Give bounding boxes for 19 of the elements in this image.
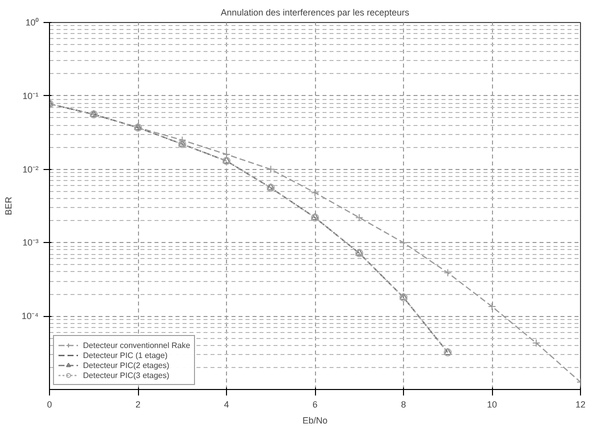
y-tick-label: 10⁻⁴ [22, 311, 39, 322]
x-tick-label: 6 [312, 400, 318, 410]
y-axis-title: BER [4, 196, 14, 216]
chart-title: Annulation des interferences par les recepteurs [220, 8, 410, 18]
x-tick-label: 8 [400, 400, 406, 410]
x-tick-label: 2 [135, 400, 141, 410]
x-axis-title: Eb/No [302, 416, 328, 426]
legend-label: Detecteur PIC(3 etages) [83, 370, 170, 380]
legend-label: Detecteur conventionnel Rake [83, 340, 190, 350]
y-tick-label: 10⁻³ [22, 238, 39, 248]
legend-label: Detecteur PIC(2 etages) [83, 360, 170, 370]
x-tick-label: 10 [486, 400, 498, 410]
x-tick-label: 12 [575, 400, 586, 410]
y-tick-label: 10⁻² [22, 164, 39, 174]
x-tick-label: 0 [46, 400, 52, 410]
legend-label: Detecteur PIC (1 etage) [83, 350, 168, 360]
y-tick-label: 10⁻¹ [22, 90, 39, 101]
y-tick-label: 10⁰ [25, 18, 39, 28]
x-tick-label: 4 [224, 400, 230, 410]
